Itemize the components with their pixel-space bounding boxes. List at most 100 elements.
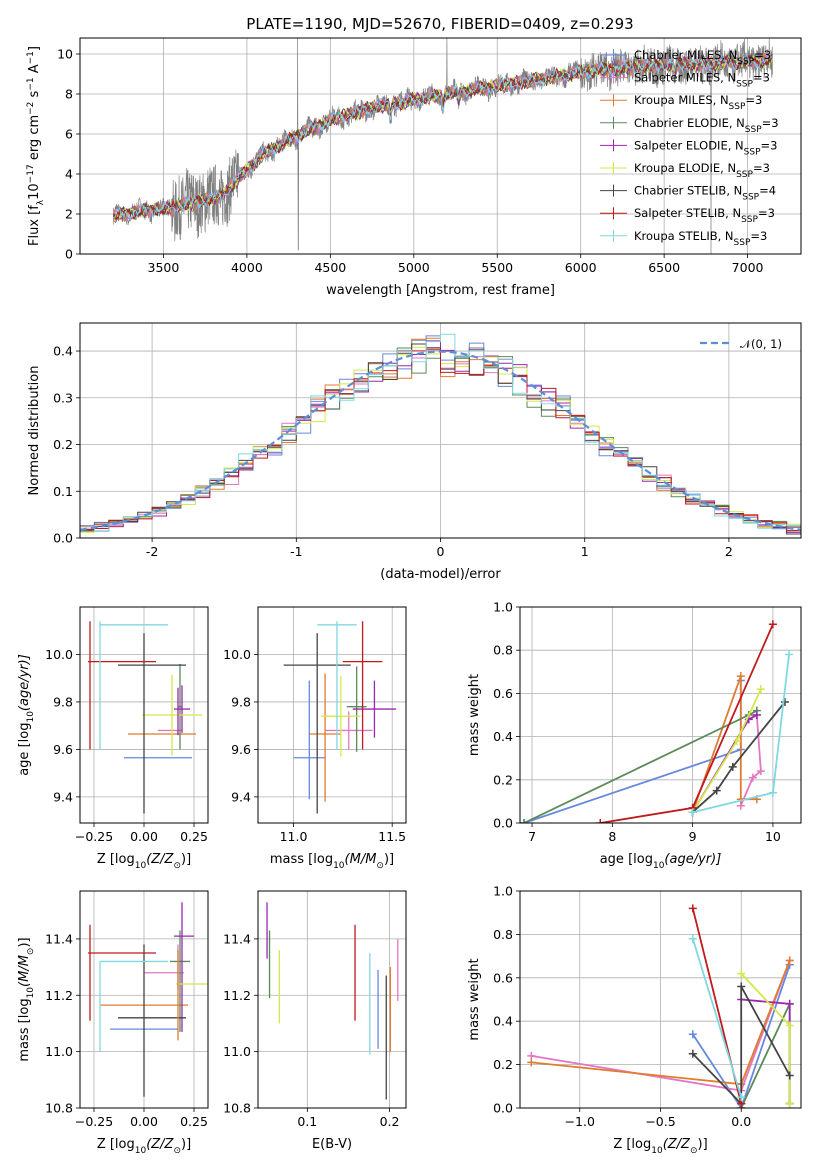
- axes-frame: [79, 322, 802, 539]
- legend-label: Salpeter ELODIE, NSSP=3: [634, 138, 777, 157]
- spectrum-model-line: [113, 52, 773, 219]
- label-part: =4: [759, 184, 776, 198]
- label-part: (M/M: [345, 852, 377, 867]
- label-part: =3: [745, 93, 762, 107]
- series-marker: [736, 672, 745, 681]
- y-tick-label: 0.4: [493, 1014, 513, 1029]
- legend-label: Salpeter STELIB, NSSP=3: [634, 206, 775, 225]
- axes-frame: [519, 606, 802, 824]
- series-marker: [756, 685, 765, 694]
- x-tick-label: −0.25: [75, 829, 113, 844]
- label-part: (Z/Z: [663, 1137, 691, 1152]
- label-part: (age/yr)]: [664, 852, 721, 867]
- x-axis-label: mass [log10(M/M⊙)]: [270, 852, 394, 871]
- y-tick-label: 0.0: [493, 1101, 513, 1116]
- legend-label: Kroupa ELODIE, NSSP=3: [634, 161, 770, 180]
- plot-area-massweight_vs_z: [527, 904, 794, 1108]
- axes-age_vs_z: −0.25 0.00 0.259.49.69.810.0Z [log10(Z/Z⊙)…: [17, 606, 209, 871]
- y-tick-label: 0.8: [493, 927, 513, 942]
- y-tick-label: 0.2: [493, 772, 513, 787]
- plot-area-mass_vs_z: [88, 902, 208, 1097]
- series-marker: [785, 999, 794, 1008]
- label-part: =3: [754, 48, 771, 62]
- y-tick-label: 11.0: [223, 1044, 251, 1059]
- series-line: [691, 938, 743, 1098]
- label-part: Chabrier ELODIE, N: [634, 116, 745, 130]
- label-part: 10: [333, 861, 345, 871]
- label-part: Kroupa ELODIE, N: [634, 161, 736, 175]
- x-tick-label: -1: [290, 544, 302, 559]
- label-part: =3: [753, 161, 770, 175]
- axes-frame: [257, 890, 407, 1109]
- label-part: s: [27, 90, 42, 101]
- y-tick-label: 0.8: [493, 643, 513, 658]
- y-tick-label: 10.8: [45, 1101, 73, 1116]
- y-tick-label: 11.4: [45, 931, 73, 946]
- series-marker: [688, 904, 697, 913]
- x-tick-label: 3500: [148, 260, 180, 275]
- series-marker: [520, 819, 529, 823]
- x-tick-label: 7: [528, 829, 536, 844]
- series-marker: [780, 698, 789, 707]
- label-part: Salpeter STELIB, N: [634, 206, 741, 220]
- plot-area-massweight_vs_age: [520, 620, 793, 823]
- y-tick-label: 10.8: [223, 1101, 251, 1116]
- y-axis-label: Flux [fλ10−17 erg cm−2 s−1 A−1]: [26, 46, 46, 246]
- x-tick-label: -2: [146, 544, 158, 559]
- label-part: Kroupa STELIB, N: [634, 229, 734, 243]
- legend-label: Chabrier STELIB, NSSP=4: [634, 184, 776, 203]
- plot-area-age_vs_z: [88, 621, 202, 814]
- label-part: SSP: [736, 80, 753, 90]
- label-part: ⊙: [173, 861, 181, 871]
- y-tick-label: 9.6: [231, 742, 251, 757]
- x-tick-label: 8: [608, 829, 616, 844]
- label-part: )]: [698, 1137, 708, 1152]
- label-part: 10: [27, 183, 42, 200]
- label-part: )]: [384, 852, 394, 867]
- x-axis-label: Z [log10(Z/Z⊙)]: [97, 852, 191, 871]
- label-part: mass [log: [270, 852, 333, 867]
- y-tick-label: 9.8: [231, 694, 251, 709]
- label-part: −2: [26, 102, 36, 115]
- y-tick-label: 11.0: [45, 1044, 73, 1059]
- x-tick-label: −0.5: [645, 1114, 675, 1129]
- label-part: =3: [761, 138, 778, 152]
- label-part: age [log: [600, 852, 653, 867]
- axes-frame: [519, 890, 802, 1109]
- label-part: 10: [653, 861, 665, 871]
- legend-label: Chabrier MILES, NSSP=3: [634, 48, 771, 67]
- label-part: 10: [26, 987, 36, 999]
- x-tick-label: 0.0: [731, 1114, 751, 1129]
- x-tick-label: 2: [725, 544, 733, 559]
- axes-frame: [79, 606, 209, 824]
- series-marker: [752, 711, 761, 719]
- series-marker: [527, 1058, 536, 1067]
- y-axis-label: mass weight: [467, 958, 482, 1040]
- label-part: ⊙: [690, 1146, 698, 1156]
- label-part: Flux [f: [27, 205, 42, 246]
- y-tick-label: 0.0: [53, 531, 73, 546]
- label-part: 10: [651, 1146, 663, 1156]
- x-axis-label: wavelength [Angstrom, rest frame]: [326, 283, 555, 298]
- x-tick-label: −1.0: [565, 1114, 595, 1129]
- y-tick-label: 11.2: [223, 988, 251, 1003]
- series-marker: [768, 788, 777, 797]
- y-tick-label: 8: [65, 87, 73, 102]
- series-marker: [756, 767, 765, 776]
- label-part: mass [log: [17, 998, 32, 1061]
- series-marker: [688, 1049, 697, 1058]
- x-axis-label: (data-model)/error: [380, 567, 501, 582]
- histogram-step: [80, 333, 801, 532]
- x-tick-label: 1: [581, 544, 589, 559]
- series-line: [523, 680, 742, 823]
- x-axis-label: Z [log10(Z/Z⊙)]: [97, 1137, 191, 1156]
- axes-frame: [79, 37, 802, 255]
- axes-frame: [79, 890, 209, 1109]
- normal-curve: [80, 350, 801, 531]
- axes-age_vs_mass: 11.0 11.5 9.4 9.6 9.8 10.0 mass [log10(M/M⊙)]: [223, 606, 407, 871]
- histogram-step: [80, 349, 801, 532]
- histogram-legend: 𝒩(0, 1): [700, 337, 782, 351]
